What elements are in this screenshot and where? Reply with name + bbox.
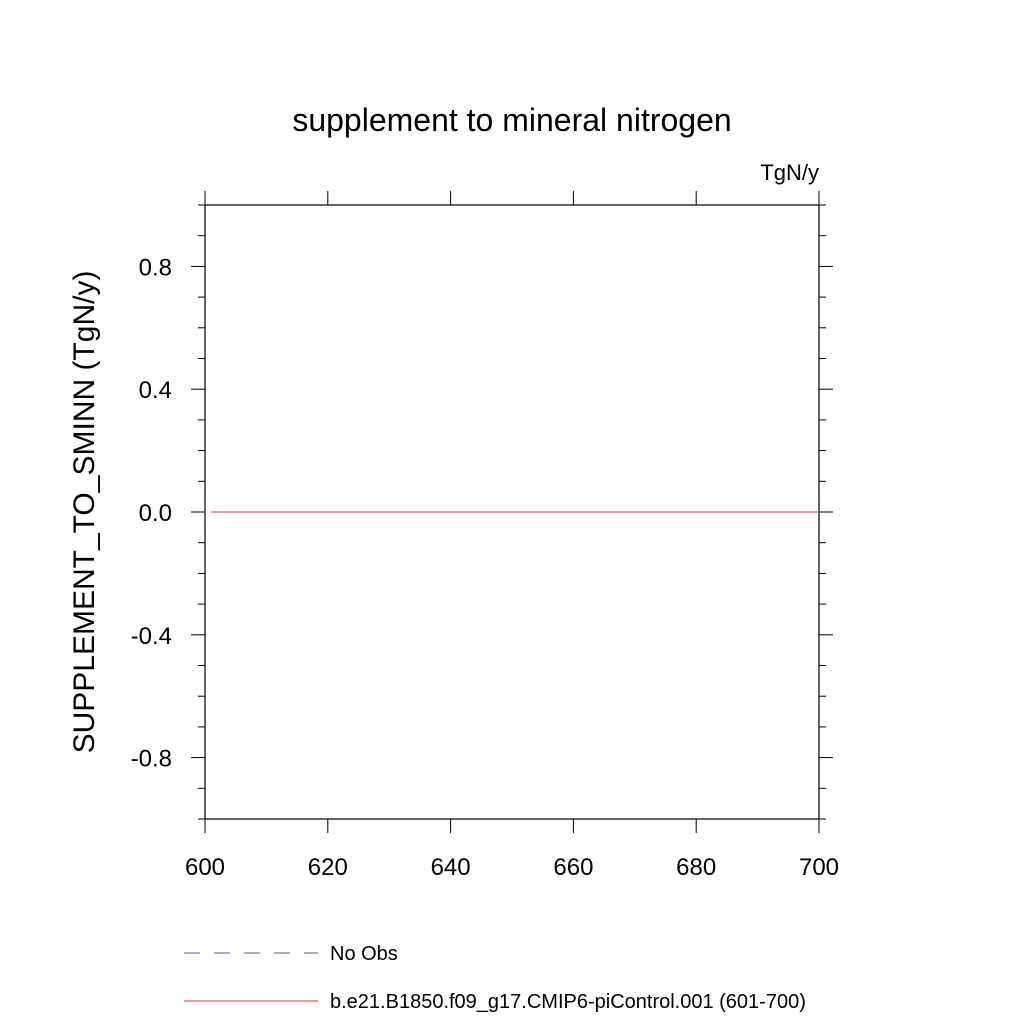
x-tick-labels: 600 620 640 660 680 700 [185, 854, 839, 881]
y-tick-labels: 0.8 0.4 0.0 -0.4 -0.8 [131, 254, 172, 772]
x-tick-label: 600 [185, 854, 225, 881]
y-tick-label: 0.8 [139, 254, 172, 281]
x-tick-label: 700 [799, 854, 839, 881]
legend-label: No Obs [330, 943, 398, 965]
x-tick-label: 640 [431, 854, 471, 881]
x-tick-label: 660 [553, 854, 593, 881]
y-tick-label: -0.8 [131, 746, 172, 773]
legend-label: b.e21.B1850.f09_g17.CMIP6-piControl.001 … [330, 991, 806, 1013]
chart-title: supplement to mineral nitrogen [292, 102, 731, 138]
units-label: TgN/y [760, 160, 819, 185]
y-tick-label: -0.4 [131, 623, 172, 650]
x-tick-label: 620 [308, 854, 348, 881]
y-axis-label: SUPPLEMENT_TO_SMINN (TgN/y) [68, 271, 101, 754]
x-tick-label: 680 [676, 854, 716, 881]
axis-ticks [191, 191, 833, 833]
legend: No Obs b.e21.B1850.f09_g17.CMIP6-piContro… [184, 943, 806, 1013]
y-tick-label: 0.4 [139, 377, 172, 404]
y-tick-label: 0.0 [139, 500, 172, 527]
